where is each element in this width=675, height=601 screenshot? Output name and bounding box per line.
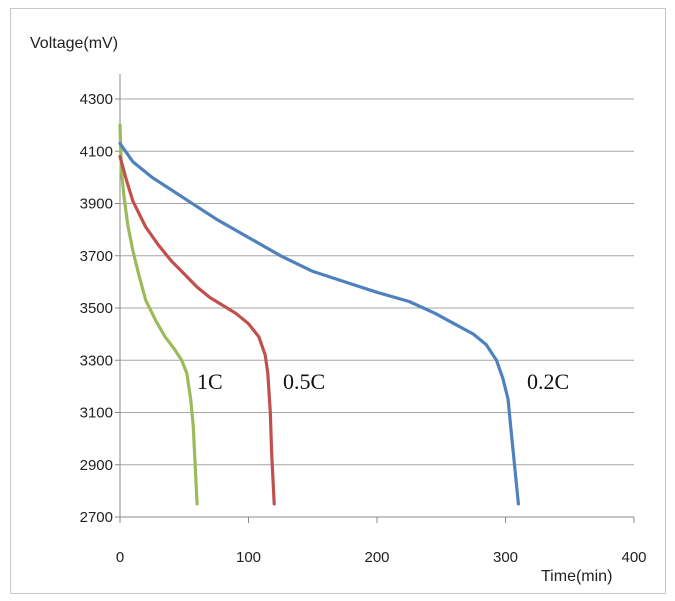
y-tick-label: 2900 (80, 457, 113, 474)
series-label-0_2C: 0.2C (527, 369, 569, 394)
x-tick-label: 200 (364, 549, 389, 566)
y-tick-label: 2700 (80, 509, 113, 526)
x-tick-label: 300 (493, 549, 518, 566)
x-axis-title: Time(min) (541, 568, 612, 585)
y-axis-title: Voltage(mV) (30, 35, 118, 52)
axes (119, 74, 635, 523)
y-tick-label: 4300 (80, 91, 113, 108)
y-tick-label: 3300 (80, 352, 113, 369)
x-tick-label: 100 (236, 549, 261, 566)
series-lines (118, 123, 520, 506)
chart-frame (10, 8, 666, 594)
y-tick-label: 4100 (80, 143, 113, 160)
series-line-1C (118, 123, 199, 506)
y-tick-label: 3500 (80, 300, 113, 317)
series-label-0_5C: 0.5C (283, 369, 325, 394)
series-line-0_5C (118, 154, 276, 506)
y-tick-labels: 2700 2900 3100 3300 3500 3700 3900 4100 4300 (80, 91, 113, 526)
series-line-0_2C (118, 141, 520, 506)
x-tick-label: 0 (116, 549, 124, 566)
y-tick-label: 3700 (80, 248, 113, 265)
x-tick-labels: 0 100 200 300 400 (116, 549, 647, 566)
gridlines (115, 98, 634, 518)
y-tick-label: 3900 (80, 196, 113, 213)
x-tick-label: 400 (621, 549, 646, 566)
series-labels: 1C 0.5C 0.2C (197, 369, 569, 394)
y-tick-label: 3100 (80, 405, 113, 422)
series-label-1C: 1C (197, 369, 223, 394)
